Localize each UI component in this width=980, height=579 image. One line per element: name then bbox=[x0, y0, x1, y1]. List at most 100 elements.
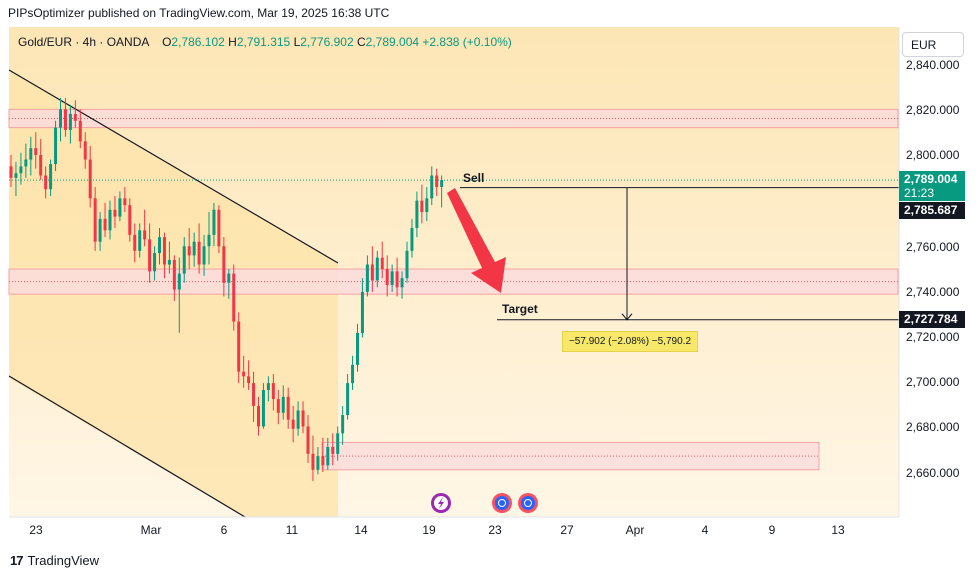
candle-body bbox=[93, 198, 97, 242]
candle-body bbox=[237, 321, 241, 372]
candle-body bbox=[153, 253, 157, 272]
candle-body bbox=[177, 273, 181, 290]
candle-body bbox=[14, 173, 18, 178]
candle-body bbox=[435, 175, 439, 187]
price-tick: 2,820.000 bbox=[906, 103, 960, 117]
open-key: O bbox=[162, 35, 172, 49]
measure-label[interactable]: −57.902 (−2.08%) −5,790.2 bbox=[562, 331, 698, 352]
low-key: L bbox=[293, 35, 301, 49]
symbol-legend: Gold/EUR · 4h · OANDA O2,786.102 H2,791.… bbox=[18, 35, 512, 49]
candle-body bbox=[113, 209, 117, 217]
time-tick: 9 bbox=[768, 523, 776, 537]
candle-body bbox=[78, 120, 82, 142]
time-tick: 4 bbox=[701, 523, 709, 537]
candle-body bbox=[192, 241, 196, 256]
time-tick: 27 bbox=[560, 523, 574, 537]
candle-body bbox=[19, 166, 23, 174]
candle-body bbox=[420, 200, 424, 213]
time-tick: 14 bbox=[354, 523, 368, 537]
target-label[interactable]: Target bbox=[502, 302, 538, 316]
candle-body bbox=[271, 383, 275, 400]
candle-body bbox=[266, 383, 270, 390]
channel-upper-line bbox=[8, 69, 339, 264]
candle-body bbox=[390, 271, 394, 286]
candle-body bbox=[336, 433, 340, 454]
globe-icon[interactable] bbox=[518, 493, 538, 513]
lightning-icon[interactable] bbox=[431, 493, 451, 513]
candle-body bbox=[331, 447, 335, 454]
globe-icon[interactable] bbox=[492, 493, 512, 513]
candle-body bbox=[415, 200, 419, 228]
candle-body bbox=[54, 127, 58, 165]
candle-body bbox=[187, 246, 191, 256]
candle-body bbox=[286, 396, 290, 420]
candle-body bbox=[49, 164, 53, 190]
price-tick: 2,720.000 bbox=[906, 330, 960, 344]
price-tick: 2,760.000 bbox=[906, 240, 960, 254]
candle-body bbox=[281, 396, 285, 413]
symbol-name[interactable]: Gold/EUR · 4h · OANDA bbox=[18, 35, 149, 49]
candle-body bbox=[326, 447, 330, 466]
currency-button[interactable]: EUR bbox=[902, 32, 964, 57]
candle-body bbox=[380, 257, 384, 270]
time-tick: 23 bbox=[29, 523, 43, 537]
candle-body bbox=[68, 113, 72, 130]
candle-body bbox=[172, 259, 176, 290]
candle-body bbox=[385, 269, 389, 286]
sell-direction-arrow bbox=[447, 188, 506, 293]
price-tick: 2,800.000 bbox=[906, 148, 960, 162]
candle-body bbox=[98, 218, 102, 242]
candle-body bbox=[252, 383, 256, 406]
target-level-tag: 2,727.784 bbox=[899, 311, 965, 328]
candle-body bbox=[356, 332, 359, 365]
channel-lower-line bbox=[8, 375, 246, 518]
candle-body bbox=[59, 109, 62, 128]
time-tick: 23 bbox=[488, 523, 502, 537]
candle-body bbox=[222, 246, 226, 283]
candle-body bbox=[158, 237, 161, 254]
candle-body bbox=[63, 109, 67, 130]
tradingview-logo[interactable]: 17 TradingView bbox=[10, 553, 99, 568]
time-tick: 11 bbox=[285, 523, 299, 537]
price-tick: 2,680.000 bbox=[906, 420, 960, 434]
candle-body bbox=[128, 205, 132, 235]
high-key: H bbox=[228, 35, 237, 49]
candle-body bbox=[148, 239, 152, 272]
candle-body bbox=[227, 273, 231, 283]
candle-body bbox=[440, 180, 444, 187]
candle-body bbox=[108, 209, 112, 231]
candle-body bbox=[44, 175, 48, 190]
sell-level-tag: 2,785.687 bbox=[899, 202, 965, 219]
candle-body bbox=[400, 278, 404, 288]
candle-body bbox=[138, 230, 142, 251]
time-tick: Mar bbox=[140, 523, 162, 537]
candle-body bbox=[365, 264, 369, 292]
candle-body bbox=[73, 113, 77, 121]
candle-body bbox=[410, 228, 414, 251]
candle-body bbox=[143, 230, 147, 240]
bar-countdown: 21:23 bbox=[904, 186, 935, 200]
current-price-tag: 2,789.004 21:23 bbox=[899, 171, 965, 201]
price-tick: 2,700.000 bbox=[906, 375, 960, 389]
candle-body bbox=[306, 426, 310, 454]
time-tick: 13 bbox=[831, 523, 845, 537]
candles-layer bbox=[9, 97, 444, 482]
candle-body bbox=[118, 198, 122, 217]
candle-body bbox=[133, 234, 137, 251]
candle-body bbox=[39, 155, 43, 176]
sell-label[interactable]: Sell bbox=[463, 171, 485, 185]
time-tick: 6 bbox=[220, 523, 228, 537]
candle-body bbox=[34, 148, 38, 155]
candle-body bbox=[316, 456, 320, 470]
change-value: +2.838 (+0.10%) bbox=[422, 35, 512, 49]
candle-body bbox=[351, 364, 355, 384]
candle-body bbox=[276, 399, 280, 413]
close-key: C bbox=[356, 35, 366, 49]
candle-body bbox=[430, 175, 434, 199]
candle-body bbox=[212, 209, 216, 235]
tradingview-brand: TradingView bbox=[27, 553, 100, 568]
time-tick: 19 bbox=[422, 523, 436, 537]
candle-body bbox=[296, 410, 300, 429]
price-tick: 2,740.000 bbox=[906, 285, 960, 299]
